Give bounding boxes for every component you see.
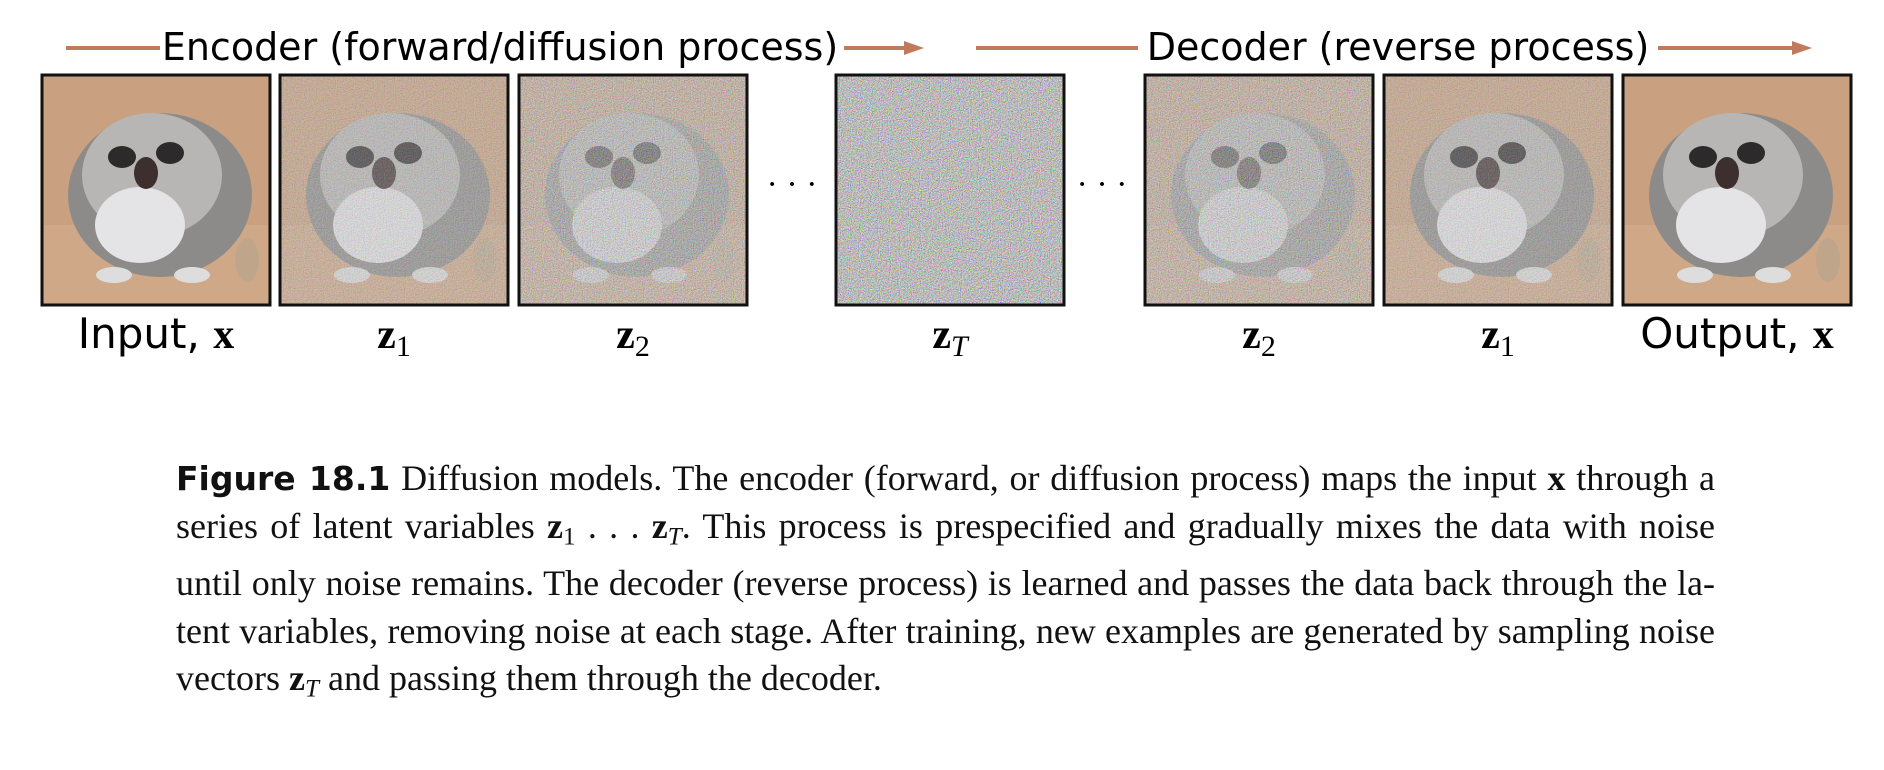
caption-text: through a series of latent variables bbox=[176, 458, 1715, 546]
ellipsis: · · · bbox=[1077, 166, 1128, 203]
math-var: z bbox=[377, 312, 396, 358]
panel-label: z1 bbox=[377, 312, 411, 363]
math-var: z bbox=[1242, 312, 1261, 358]
panel-label: z1 bbox=[1481, 312, 1515, 363]
caption: Figure 18.1 Diffusion models. The encode… bbox=[176, 455, 1715, 713]
decoder-title: Decoder (reverse process) bbox=[1147, 25, 1650, 69]
math-sub: T bbox=[667, 522, 682, 550]
math: x bbox=[1547, 458, 1565, 498]
math-var: z bbox=[651, 505, 668, 546]
arrow-head bbox=[1792, 41, 1812, 55]
panel-label: z2 bbox=[1242, 312, 1276, 363]
panel-image bbox=[1623, 75, 1851, 305]
math-var: z bbox=[1481, 312, 1500, 358]
panel-border bbox=[517, 73, 749, 307]
panel bbox=[278, 73, 510, 307]
math-sub: 2 bbox=[635, 330, 650, 363]
figure: Encoder (forward/diffusion process) Deco… bbox=[40, 25, 1853, 363]
arrow-head bbox=[904, 41, 924, 55]
caption-label: Figure 18.1 bbox=[176, 459, 391, 498]
math-sub: 2 bbox=[1261, 330, 1276, 363]
panel-border bbox=[1382, 73, 1614, 307]
label-text: Output, bbox=[1640, 309, 1813, 358]
math-var: z bbox=[288, 658, 305, 699]
noise bbox=[1384, 75, 1612, 305]
math-sub: T bbox=[304, 675, 319, 703]
panel-label: Input, x bbox=[78, 309, 234, 358]
panel-image bbox=[42, 75, 270, 305]
math-sub: 1 bbox=[563, 522, 576, 550]
noise bbox=[1145, 75, 1373, 305]
panel bbox=[1143, 73, 1375, 307]
math-var: z bbox=[547, 505, 563, 546]
noise bbox=[836, 75, 1064, 305]
noise bbox=[519, 75, 747, 305]
math: zT bbox=[651, 505, 682, 550]
panel bbox=[517, 73, 749, 307]
panel-border bbox=[834, 73, 1066, 307]
math: zT bbox=[288, 658, 319, 702]
caption-text: and passing them through the decoder. bbox=[318, 658, 882, 699]
math-var: x bbox=[1813, 312, 1834, 358]
encoder-title: Encoder (forward/diffusion process) bbox=[162, 25, 838, 69]
panel-label: z2 bbox=[616, 312, 650, 363]
panel-label: Output, x bbox=[1640, 309, 1834, 358]
panel-border bbox=[1143, 73, 1375, 307]
panel bbox=[40, 73, 272, 307]
panel bbox=[834, 73, 1066, 307]
panel bbox=[1382, 73, 1614, 307]
label-text: Input, bbox=[78, 309, 213, 358]
caption-text: . . . bbox=[575, 505, 652, 546]
math-sub: 1 bbox=[1500, 330, 1515, 363]
noise bbox=[280, 75, 508, 305]
caption-text: Diffusion models. The encoder (forward, … bbox=[390, 458, 1548, 498]
math-var: x bbox=[1547, 458, 1566, 498]
panel-border bbox=[278, 73, 510, 307]
math-var: z bbox=[616, 312, 635, 358]
caption-text: . This process is pre­specified and grad… bbox=[176, 505, 1716, 699]
ellipsis: · · · bbox=[767, 166, 818, 203]
math-var: x bbox=[213, 312, 234, 358]
panel-border bbox=[1621, 73, 1853, 307]
panel bbox=[1621, 73, 1853, 307]
math-var: z bbox=[932, 312, 951, 358]
math-sub: T bbox=[951, 330, 970, 363]
math: z1 bbox=[547, 505, 576, 550]
panel-label: zT bbox=[932, 312, 970, 363]
panel-border bbox=[40, 73, 272, 307]
math-sub: 1 bbox=[396, 330, 411, 363]
